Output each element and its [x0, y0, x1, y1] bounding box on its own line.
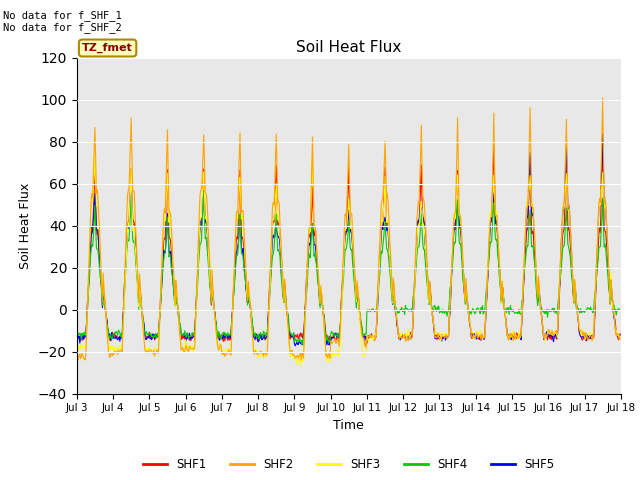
- SHF3: [139, 314, 147, 320]
- SHF2: [73, 357, 81, 362]
- SHF1: [616, 331, 624, 336]
- SHF3: [416, 217, 424, 223]
- SHF2: [195, 234, 202, 240]
- SHF4: [73, 330, 81, 336]
- SHF5: [415, 219, 423, 225]
- SHF2: [616, 336, 624, 342]
- SHF1: [194, 272, 202, 277]
- SHF5: [431, 336, 439, 341]
- Y-axis label: Soil Heat Flux: Soil Heat Flux: [19, 182, 33, 269]
- SHF4: [194, 281, 202, 287]
- SHF4: [223, 331, 231, 337]
- Line: SHF1: SHF1: [77, 141, 620, 343]
- SHF3: [83, 325, 90, 331]
- SHF1: [415, 220, 423, 226]
- SHF4: [416, 235, 424, 240]
- SHF5: [223, 334, 230, 340]
- Line: SHF3: SHF3: [77, 152, 620, 366]
- SHF1: [83, 320, 90, 325]
- SHF1: [599, 138, 607, 144]
- SHF1: [363, 340, 371, 346]
- Line: SHF2: SHF2: [77, 98, 620, 360]
- SHF1: [73, 330, 81, 336]
- SHF2: [84, 306, 92, 312]
- SHF5: [616, 332, 624, 338]
- SHF5: [194, 269, 202, 275]
- SHF4: [616, 308, 624, 313]
- Text: TZ_fmet: TZ_fmet: [82, 43, 133, 53]
- SHF1: [431, 335, 439, 341]
- SHF5: [599, 130, 607, 136]
- SHF2: [223, 351, 231, 357]
- SHF4: [432, 306, 440, 312]
- Text: No data for f_SHF_1
No data for f_SHF_2: No data for f_SHF_1 No data for f_SHF_2: [3, 10, 122, 33]
- Title: Soil Heat Flux: Soil Heat Flux: [296, 40, 401, 55]
- SHF5: [139, 316, 147, 322]
- SHF5: [73, 330, 81, 336]
- SHF4: [139, 312, 147, 318]
- SHF5: [83, 317, 90, 323]
- Line: SHF5: SHF5: [77, 133, 620, 346]
- SHF2: [81, 357, 89, 363]
- SHF3: [432, 332, 440, 337]
- SHF1: [139, 311, 147, 317]
- SHF2: [599, 95, 607, 101]
- SHF4: [83, 324, 90, 330]
- SHF5: [291, 343, 299, 349]
- SHF3: [73, 350, 81, 356]
- SHF1: [223, 332, 230, 338]
- SHF2: [431, 335, 439, 340]
- SHF3: [296, 363, 304, 369]
- Legend: SHF1, SHF2, SHF3, SHF4, SHF5: SHF1, SHF2, SHF3, SHF4, SHF5: [139, 453, 559, 476]
- SHF3: [616, 334, 624, 340]
- X-axis label: Time: Time: [333, 419, 364, 432]
- SHF2: [415, 200, 423, 206]
- SHF3: [194, 272, 202, 277]
- SHF3: [223, 348, 230, 354]
- Line: SHF4: SHF4: [77, 192, 620, 345]
- SHF2: [140, 327, 147, 333]
- SHF4: [298, 342, 306, 348]
- SHF3: [308, 149, 316, 155]
- SHF4: [200, 190, 207, 195]
